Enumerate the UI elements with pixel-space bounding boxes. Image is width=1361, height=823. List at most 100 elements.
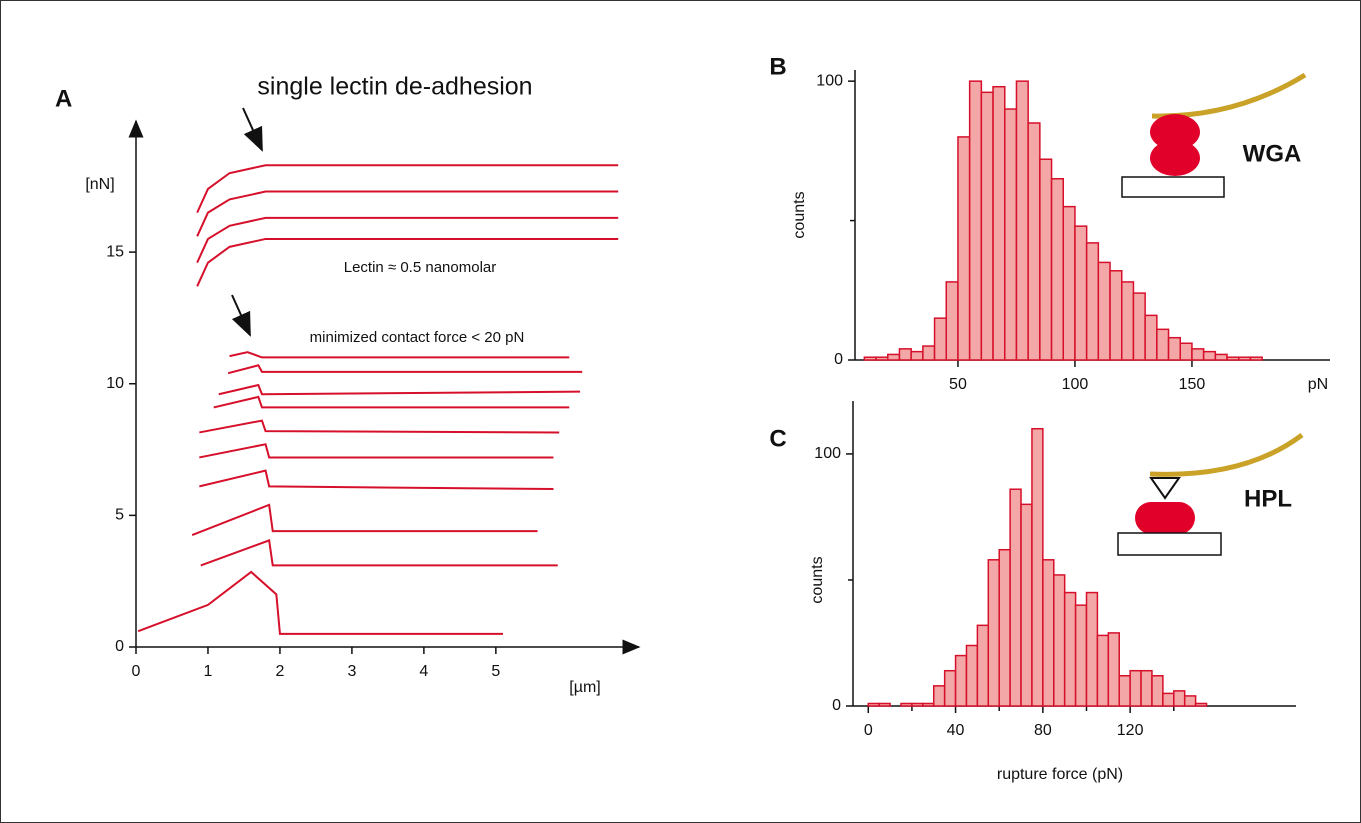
bar xyxy=(1226,356,1240,361)
bar xyxy=(1120,281,1135,361)
bar xyxy=(932,685,946,707)
bar xyxy=(968,80,983,361)
x-tick-label: 5 xyxy=(491,663,500,680)
y-tick-label: 0 xyxy=(832,697,841,714)
bar xyxy=(987,559,1000,707)
bar xyxy=(1162,692,1175,707)
tip xyxy=(1149,477,1181,500)
bar xyxy=(1140,669,1153,707)
y-tick-label: 5 xyxy=(115,507,124,524)
lectin xyxy=(1150,114,1200,150)
y-tick-label: 10 xyxy=(106,375,124,392)
bar xyxy=(1132,292,1146,361)
force-curve xyxy=(196,216,619,264)
bar xyxy=(867,702,880,707)
y-axis-label: counts xyxy=(791,191,808,238)
bar xyxy=(1062,205,1076,361)
bar xyxy=(1074,225,1088,361)
bar xyxy=(1194,702,1208,707)
bar xyxy=(1144,314,1158,361)
force-curve xyxy=(196,164,619,214)
bar xyxy=(1129,669,1142,707)
force-curve xyxy=(196,190,619,237)
bar xyxy=(1167,336,1181,361)
bar xyxy=(1107,632,1120,707)
force-curve xyxy=(229,351,570,359)
y-axis-label: [nN] xyxy=(85,176,114,193)
force-curve xyxy=(213,395,570,409)
y-tick-label: 0 xyxy=(834,351,843,368)
y-tick-label: 15 xyxy=(106,243,124,260)
panel-label: C xyxy=(769,425,786,452)
x-tick-label: 50 xyxy=(949,376,967,393)
bar xyxy=(1191,348,1205,361)
force-curve xyxy=(191,503,538,537)
arrow xyxy=(242,107,263,152)
x-tick-label: 80 xyxy=(1034,722,1052,739)
bar xyxy=(1173,690,1186,707)
bar xyxy=(1053,574,1066,707)
annotation: Lectin ≈ 0.5 nanomolar xyxy=(344,259,497,276)
bar xyxy=(1020,503,1033,707)
bar xyxy=(992,85,1006,361)
panel-label: A xyxy=(55,85,72,112)
bar xyxy=(863,356,877,361)
bar xyxy=(1237,356,1252,361)
bar xyxy=(900,702,913,707)
bar xyxy=(1096,634,1110,707)
bar xyxy=(1063,591,1077,707)
bar xyxy=(1074,604,1088,707)
x-tick-label: 0 xyxy=(864,722,873,739)
x-tick-label: 2 xyxy=(275,663,284,680)
chart-title: single lectin de-adhesion xyxy=(257,73,532,101)
bar xyxy=(910,350,924,361)
bar xyxy=(945,281,959,361)
x-tick-label: 40 xyxy=(947,722,965,739)
bar xyxy=(943,669,957,707)
x-axis-label: [µm] xyxy=(569,679,600,696)
bar xyxy=(976,624,990,707)
bar xyxy=(1050,178,1065,361)
bar xyxy=(878,702,891,707)
y-axis-label: counts xyxy=(809,556,826,603)
bar xyxy=(1015,80,1029,361)
y-tick-label: 0 xyxy=(115,638,124,655)
bar xyxy=(1004,108,1018,361)
inset-label: WGA xyxy=(1243,140,1302,167)
bar xyxy=(965,644,979,707)
force-curve xyxy=(199,419,560,434)
bar xyxy=(922,345,936,361)
panel-label: B xyxy=(769,53,786,80)
y-tick-label: 100 xyxy=(816,72,843,89)
bar xyxy=(1031,427,1044,707)
arrow xyxy=(231,294,251,337)
y-tick-label: 100 xyxy=(814,445,841,462)
force-curve xyxy=(218,383,581,396)
bar xyxy=(1027,122,1041,361)
bar xyxy=(954,654,968,707)
bar xyxy=(1249,356,1263,361)
bar xyxy=(957,136,971,361)
x-tick-label: 1 xyxy=(204,663,213,680)
bar xyxy=(911,702,924,707)
surface xyxy=(1117,532,1222,556)
x-tick-label: 100 xyxy=(1062,376,1089,393)
surface xyxy=(1121,176,1225,198)
bar xyxy=(1118,675,1131,707)
x-axis-label: rupture force (pN) xyxy=(997,766,1123,783)
x-tick-label: 0 xyxy=(132,663,141,680)
lectin xyxy=(1135,502,1195,534)
bar xyxy=(1039,158,1053,361)
bar xyxy=(1042,559,1055,707)
tether xyxy=(1151,72,1307,119)
bar xyxy=(1156,328,1170,361)
bar xyxy=(998,548,1011,707)
x-tick-label: 3 xyxy=(347,663,356,680)
inset-label: HPL xyxy=(1244,485,1292,512)
bar xyxy=(980,91,994,361)
annotation: minimized contact force < 20 pN xyxy=(310,329,525,346)
bar xyxy=(887,353,901,361)
tether xyxy=(1149,433,1304,477)
lectin xyxy=(1150,140,1200,176)
x-tick-label: 120 xyxy=(1117,722,1144,739)
